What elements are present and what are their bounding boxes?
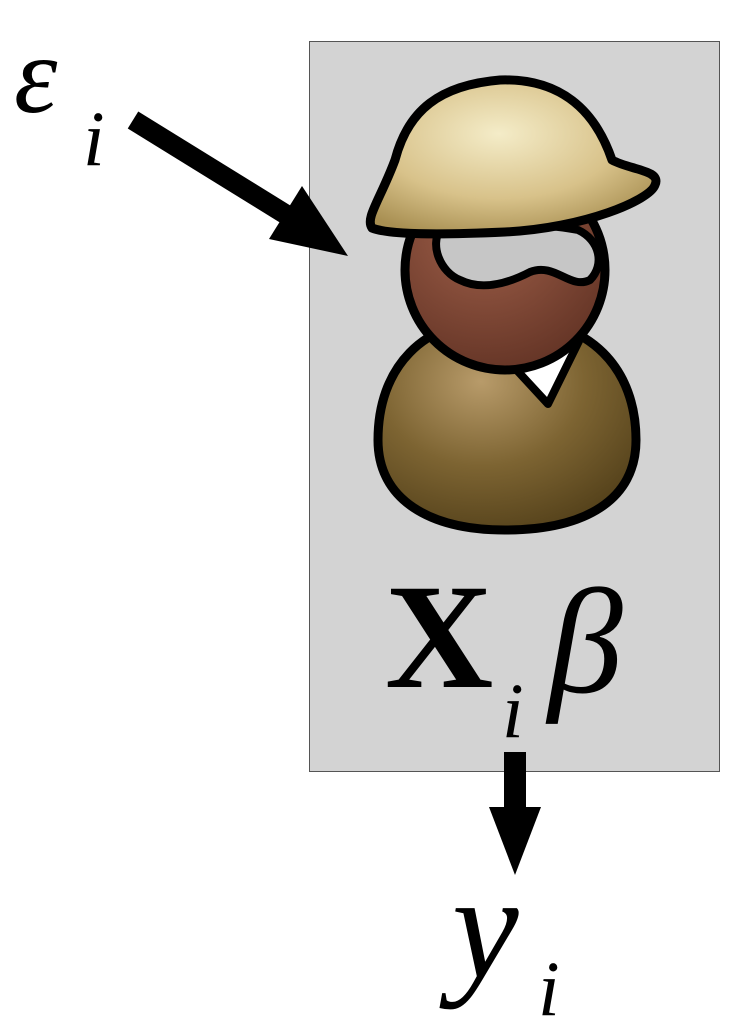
person-with-hat-and-sunglasses-icon [365, 75, 661, 535]
error-term-symbol: ε [14, 14, 58, 136]
outcome-symbol: y [452, 844, 519, 1010]
error-arrow [127, 111, 348, 256]
coefficient-symbol: β [548, 559, 623, 725]
error-term-subscript: i [83, 95, 105, 182]
outcome-arrow [489, 752, 541, 875]
predictor-matrix-symbol: X [385, 554, 494, 720]
outcome-subscript: i [538, 945, 560, 1032]
predictor-subscript: i [502, 667, 524, 754]
